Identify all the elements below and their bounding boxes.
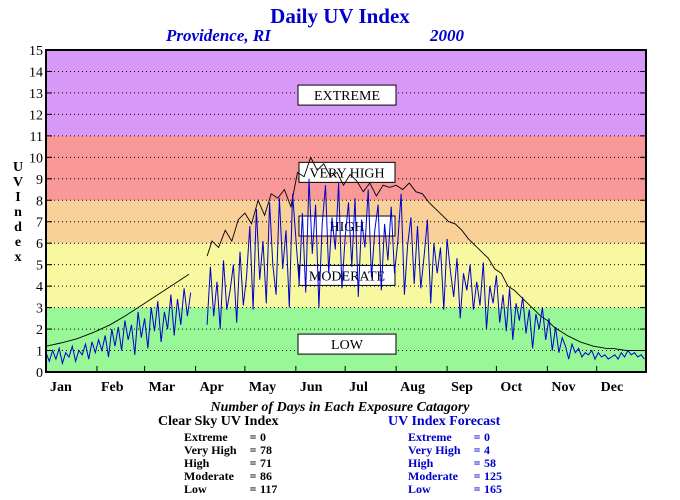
stat-label: Very High: [184, 443, 237, 457]
exposure-caption: Number of Days in Each Exposure Catagory: [210, 400, 470, 415]
stat-value: 117: [260, 482, 278, 496]
y-tick-label: 2: [36, 323, 43, 338]
clear-sky-heading: Clear Sky UV Index: [158, 414, 279, 429]
stat-equals: =: [473, 456, 481, 470]
stat-row: High = 58: [408, 457, 524, 470]
stat-row: Low = 165: [408, 483, 524, 496]
stat-row: Low = 117: [184, 483, 300, 496]
year-subtitle: 2000: [430, 26, 464, 45]
stat-label: Very High: [408, 443, 461, 457]
y-axis-label-char: I: [15, 190, 21, 205]
y-tick-label: 7: [36, 216, 43, 231]
stat-label: Low: [408, 482, 431, 496]
stat-label: Moderate: [184, 469, 234, 483]
stat-equals: =: [249, 482, 257, 496]
x-tick-label: Jun: [300, 380, 323, 395]
clear-sky-stats: Clear Sky UV Index Extreme = 0 Very High = 7…: [158, 414, 300, 496]
y-tick-label: 5: [36, 259, 43, 274]
stat-label: Moderate: [408, 469, 458, 483]
band-label: MODERATE: [309, 269, 385, 284]
y-axis-label-char: U: [12, 160, 24, 175]
y-tick-label: 4: [36, 280, 43, 295]
stat-equals: =: [249, 430, 257, 444]
stat-equals: =: [473, 443, 481, 457]
stat-row: Moderate = 125: [408, 470, 524, 483]
y-tick-label: 13: [29, 87, 43, 102]
x-tick-label: Sep: [451, 380, 473, 395]
stat-label: Extreme: [408, 430, 452, 444]
stat-value: 0: [260, 430, 266, 444]
stat-value: 86: [260, 469, 272, 483]
band-label-box: [297, 84, 397, 106]
y-tick-label: 12: [29, 108, 43, 123]
stat-value: 78: [260, 443, 272, 457]
y-axis-label-char: e: [14, 235, 22, 250]
x-tick-label: Jan: [50, 380, 72, 395]
stat-row: Extreme = 0: [184, 431, 300, 444]
stat-label: Extreme: [184, 430, 228, 444]
stat-equals: =: [473, 482, 481, 496]
stat-row: High = 71: [184, 457, 300, 470]
y-tick-label: 0: [36, 366, 43, 381]
forecast-series-line: [206, 178, 645, 361]
band-label: VERY HIGH: [309, 166, 384, 181]
band-label-box: [297, 333, 397, 355]
y-axis-label-char: V: [12, 175, 24, 190]
forecast-stats: UV Index Forecast Extreme = 0 Very High = 4 …: [388, 414, 524, 496]
clear-sky-series-line: [45, 273, 190, 347]
y-axis-label-char: x: [14, 250, 22, 265]
x-tick-label: Feb: [101, 380, 124, 395]
x-tick-label: Jul: [349, 380, 368, 395]
y-tick-label: 14: [29, 65, 43, 80]
x-tick-label: May: [249, 380, 276, 395]
plot-frame: [45, 49, 647, 373]
band-label: EXTREME: [314, 89, 380, 104]
y-tick-label: 3: [36, 302, 43, 317]
forecast-series-line: [45, 288, 192, 366]
x-tick-label: Oct: [500, 380, 522, 395]
stat-equals: =: [249, 456, 257, 470]
y-tick-label: 15: [29, 44, 43, 59]
stat-row: Very High = 4: [408, 444, 524, 457]
clear-sky-series-line: [206, 156, 646, 351]
band-label: LOW: [331, 338, 364, 353]
stat-equals: =: [473, 430, 481, 444]
y-axis-label-char: n: [14, 205, 22, 220]
y-tick-label: 11: [30, 130, 43, 145]
forecast-heading: UV Index Forecast: [388, 414, 501, 429]
y-tick-label: 10: [29, 151, 43, 166]
x-tick-label: Dec: [601, 380, 624, 395]
stat-row: Moderate = 86: [184, 470, 300, 483]
x-tick-label: Apr: [200, 380, 224, 395]
y-axis-label-char: d: [14, 220, 22, 235]
stat-equals: =: [249, 469, 257, 483]
y-axis-label: U V I n d e x: [10, 160, 26, 265]
chart-title: Daily UV Index: [270, 4, 410, 28]
y-tick-label: 9: [36, 173, 43, 188]
x-tick-label: Mar: [149, 380, 175, 395]
stat-value: 165: [484, 482, 502, 496]
stat-value: 71: [260, 456, 272, 470]
stat-row: Extreme = 0: [408, 431, 524, 444]
stat-equals: =: [473, 469, 481, 483]
y-tick-label: 8: [36, 194, 43, 209]
stat-value: 4: [484, 443, 490, 457]
stat-label: High: [408, 456, 434, 470]
band-label-box: [298, 161, 396, 183]
stat-equals: =: [249, 443, 257, 457]
x-tick-label: Nov: [551, 380, 575, 395]
stat-value: 0: [484, 430, 490, 444]
stat-label: High: [184, 456, 210, 470]
location-subtitle: Providence, RI: [166, 26, 271, 45]
stat-label: Low: [184, 482, 207, 496]
x-tick-label: Aug: [400, 380, 425, 395]
y-tick-label: 1: [36, 345, 43, 360]
stat-value: 125: [484, 469, 502, 483]
stat-row: Very High = 78: [184, 444, 300, 457]
y-tick-label: 6: [36, 237, 43, 252]
stat-value: 58: [484, 456, 496, 470]
